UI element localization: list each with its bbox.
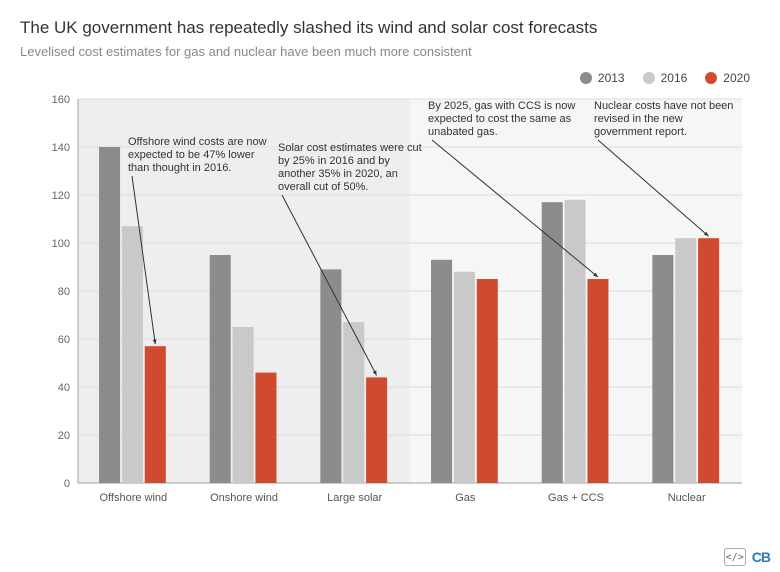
legend: 2013 2016 2020 [20,71,760,85]
legend-item: 2013 [580,71,625,85]
y-tick-label: 80 [58,286,70,298]
bar [99,147,120,483]
bar [698,238,719,483]
x-tick-label: Gas [455,492,476,504]
y-tick-label: 0 [64,478,70,490]
bar [542,202,563,483]
x-tick-label: Gas + CCS [548,492,604,504]
x-tick-label: Nuclear [668,492,706,504]
legend-swatch [643,72,655,84]
y-tick-label: 160 [52,94,70,106]
legend-label: 2013 [598,71,625,85]
bar [652,255,673,483]
legend-item: 2016 [643,71,688,85]
legend-label: 2016 [661,71,688,85]
bar [255,373,276,483]
embed-icon[interactable]: </> [724,548,746,566]
legend-item: 2020 [705,71,750,85]
x-tick-label: Offshore wind [99,492,167,504]
bar [675,238,696,483]
legend-label: 2020 [723,71,750,85]
brand-logo: CB [752,549,770,565]
bar [366,377,387,483]
y-tick-label: 20 [58,430,70,442]
bar [587,279,608,483]
bar [454,272,475,483]
bar-chart: 0 20 40 60 80 100 120 140 160 Offshore wind Onshor… [20,89,760,519]
bar [233,327,254,483]
y-tick-label: 60 [58,334,70,346]
bar [565,200,586,483]
bar [210,255,231,483]
bar [477,279,498,483]
bar [145,346,166,483]
y-tick-label: 100 [52,238,70,250]
bar [122,226,143,483]
chart-subtitle: Levelised cost estimates for gas and nuc… [20,44,760,59]
y-tick-label: 120 [52,190,70,202]
y-tick-label: 40 [58,382,70,394]
bar [431,260,452,483]
x-tick-label: Large solar [327,492,382,504]
legend-swatch [705,72,717,84]
y-tick-label: 140 [52,142,70,154]
x-tick-label: Onshore wind [210,492,278,504]
chart-title: The UK government has repeatedly slashed… [20,18,760,38]
legend-swatch [580,72,592,84]
